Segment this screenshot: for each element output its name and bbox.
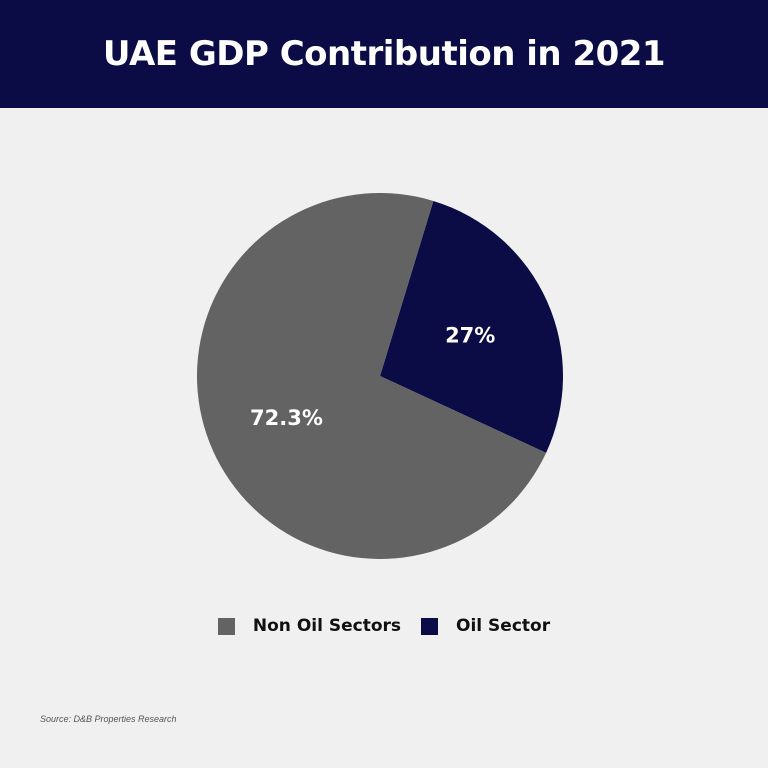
pie-chart: 27% 72.3% <box>0 108 768 708</box>
legend-swatch-oil <box>421 617 439 635</box>
pie-label-oil: 27% <box>445 324 495 348</box>
legend: Non Oil Sectors Oil Sector <box>0 616 768 636</box>
pie-slice-oil <box>380 200 563 453</box>
pie-chart-svg: 27% 72.3% <box>196 192 563 559</box>
source-note: Source: D&B Properties Research <box>40 714 177 724</box>
legend-label-oil: Oil Sector <box>456 616 551 636</box>
legend-item-oil: Oil Sector <box>421 616 550 636</box>
legend-item-non-oil: Non Oil Sectors <box>217 616 402 636</box>
pie-label-non-oil: 72.3% <box>250 406 323 430</box>
pie-slice-non-oil <box>196 192 547 559</box>
page-title: UAE GDP Contribution in 2021 <box>102 34 666 74</box>
legend-swatch-non-oil <box>217 617 235 635</box>
header-bar: UAE GDP Contribution in 2021 <box>0 0 768 108</box>
legend-label-non-oil: Non Oil Sectors <box>252 616 402 636</box>
